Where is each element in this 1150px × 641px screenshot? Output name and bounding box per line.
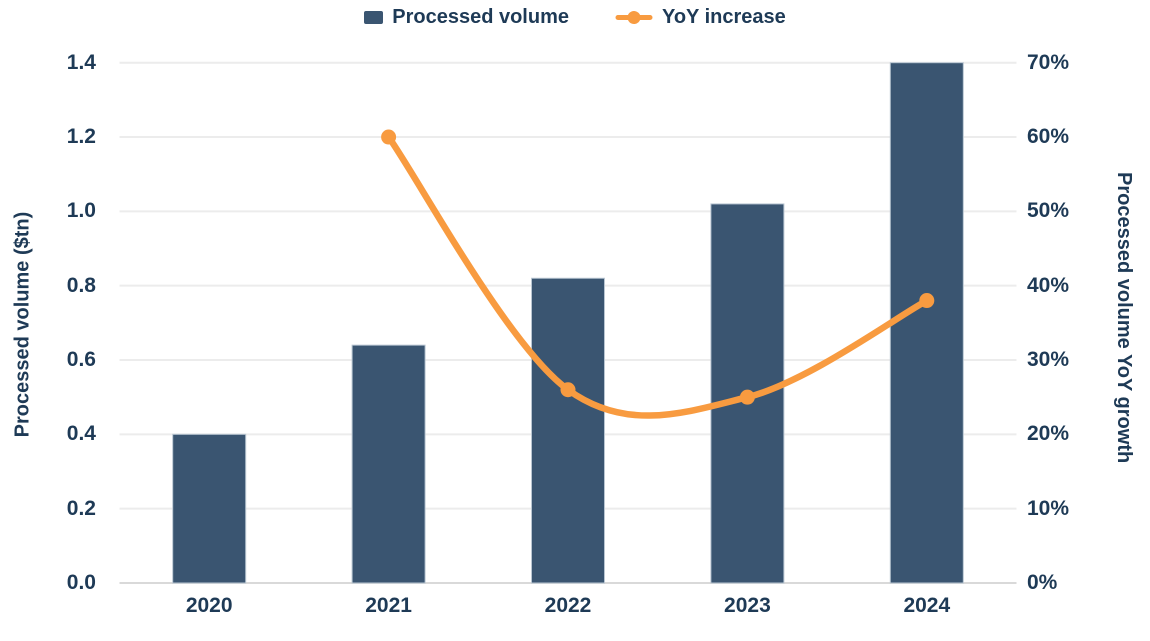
- bar-2024: [889, 62, 964, 584]
- legend-item-processed-volume: Processed volume: [364, 6, 569, 29]
- left-tick-0.2: 0.2: [66, 496, 96, 520]
- right-tick-10%: 10%: [1027, 496, 1070, 520]
- left-tick-1.2: 1.2: [66, 125, 96, 149]
- right-tick-40%: 40%: [1027, 273, 1070, 297]
- left-tick-0.4: 0.4: [66, 422, 96, 446]
- legend-label-yoy-increase: YoY increase: [661, 6, 786, 28]
- left-axis-title: Processed volume ($tn): [11, 211, 34, 438]
- line-dot-swatch-icon: [615, 11, 653, 24]
- bar-2021: [351, 344, 426, 584]
- left-tick-0.8: 0.8: [66, 273, 96, 297]
- bar-2022: [531, 277, 605, 584]
- left-tick-0.6: 0.6: [66, 348, 96, 371]
- legend-item-yoy-increase: YoY increase: [615, 6, 786, 29]
- legend: Processed volume YoY increase: [0, 6, 1150, 29]
- bar-swatch-icon: [364, 11, 384, 24]
- x-tick-2022: 2022: [544, 594, 592, 617]
- yoy-point-2024: [919, 293, 935, 309]
- yoy-point-2021: [381, 129, 397, 145]
- x-tick-2024: 2024: [903, 594, 951, 617]
- yoy-point-2022: [560, 382, 576, 398]
- right-tick-0%: 0%: [1027, 571, 1058, 594]
- x-tick-2021: 2021: [365, 594, 412, 617]
- right-tick-60%: 60%: [1027, 125, 1070, 149]
- yoy-line: [385, 133, 931, 419]
- yoy-point-2023: [739, 389, 755, 405]
- right-tick-50%: 50%: [1027, 199, 1070, 223]
- right-tick-70%: 70%: [1027, 50, 1070, 74]
- legend-label-processed-volume: Processed volume: [392, 6, 569, 28]
- left-tick-1.0: 1.0: [66, 199, 96, 223]
- left-tick-0.0: 0.0: [66, 571, 96, 594]
- right-tick-30%: 30%: [1027, 348, 1070, 371]
- x-tick-2020: 2020: [185, 594, 233, 617]
- right-axis-title: Processed volume YoY growth: [1113, 172, 1135, 464]
- x-tick-2023: 2023: [724, 594, 771, 617]
- right-tick-20%: 20%: [1027, 422, 1070, 446]
- bar-2020: [172, 433, 247, 584]
- left-tick-1.4: 1.4: [66, 50, 96, 74]
